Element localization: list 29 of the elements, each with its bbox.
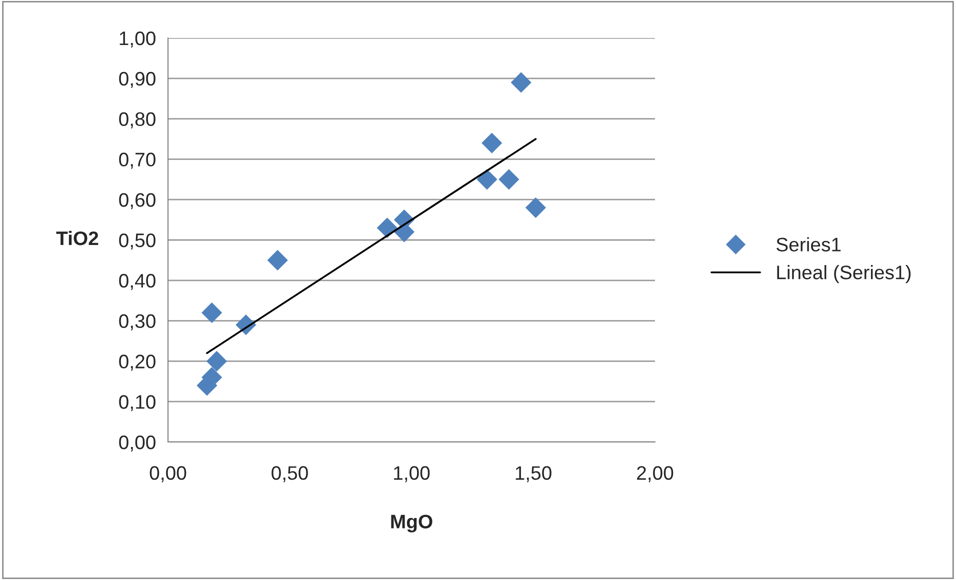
y-tick-label: 0,20 [119,354,156,371]
point [376,218,398,238]
x-tick-label: 2,00 [637,466,674,482]
y-tick-label: 0,80 [119,112,156,128]
point [510,72,532,93]
y-tick-label: 0,10 [119,395,156,412]
legend-label: Lineal (Series1) [777,265,911,284]
y-tick-label: 0,70 [119,152,156,169]
x-tick-label: 1,50 [516,466,552,482]
point [482,132,502,154]
y-tick-label: 0,30 [119,314,156,330]
x-tick-label: 0,00 [150,466,186,482]
point [498,169,520,190]
y-tick-label: 0,40 [119,274,156,290]
y-tick-label: 1,00 [120,31,156,48]
legend-label: Series1 [776,237,841,252]
point [267,250,288,270]
y-tick-label: 0,50 [119,233,156,250]
point [202,302,222,324]
point [476,169,498,190]
y-tick-label: 0,00 [119,435,156,452]
y-tick-label: 0,60 [119,193,156,210]
x-tick-label: 1,00 [394,466,430,482]
x-axis-title: MgO [391,514,432,532]
y-axis-title: TiO2 [56,230,98,246]
x-tick-label: 0,50 [272,466,308,482]
point [525,197,546,218]
y-tick-label: 0,90 [119,72,156,88]
point [206,350,227,372]
